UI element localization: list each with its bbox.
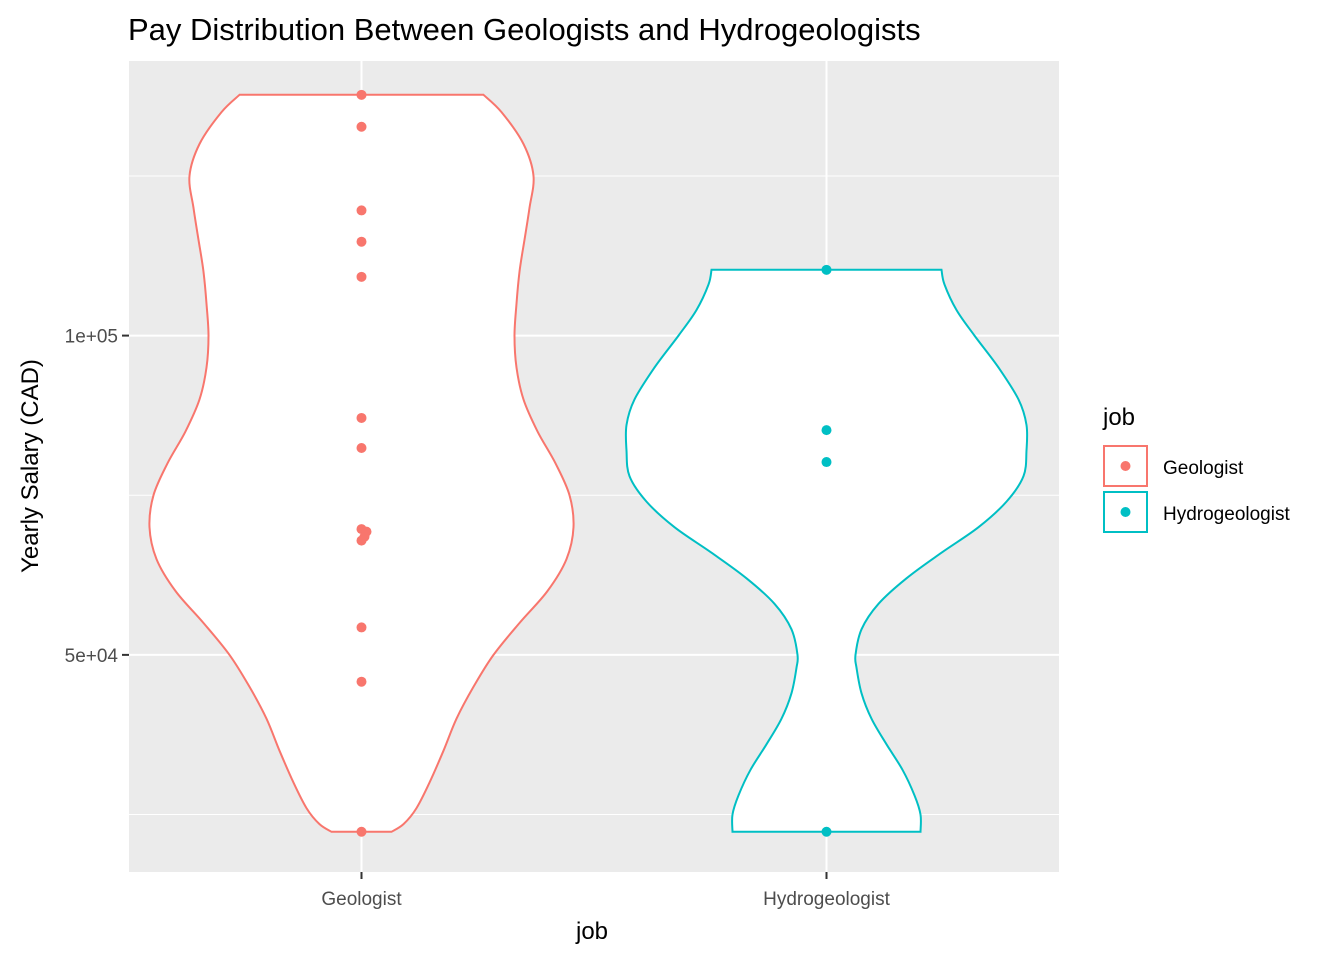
- legend-label: Hydrogeologist: [1163, 504, 1290, 525]
- chart-title: Pay Distribution Between Geologists and …: [128, 12, 921, 47]
- data-point: [821, 425, 832, 436]
- y-tick-label: 5e+04: [65, 646, 119, 667]
- y-axis-title: Yearly Salary (CAD): [17, 359, 44, 573]
- x-tick-label: Geologist: [321, 889, 402, 910]
- y-tick-label: 1e+05: [65, 327, 118, 348]
- data-point: [356, 442, 367, 453]
- data-point: [356, 205, 367, 216]
- data-point: [356, 535, 367, 546]
- legend: job Geologist Hydrogeologist: [1102, 404, 1290, 533]
- violin-hydrogeologist: [624, 268, 1029, 833]
- violins: [148, 93, 1029, 833]
- data-point: [356, 622, 367, 633]
- data-point: [821, 457, 832, 468]
- legend-label: Geologist: [1163, 458, 1244, 479]
- data-point: [821, 264, 832, 275]
- legend-point: [1120, 507, 1131, 517]
- x-axis: Geologist Hydrogeologist: [321, 872, 891, 910]
- data-point: [356, 236, 367, 247]
- violin-geologist: [148, 93, 575, 833]
- data-points: [356, 89, 832, 837]
- data-point: [356, 826, 367, 837]
- data-point: [356, 271, 367, 282]
- data-point: [356, 121, 367, 132]
- data-point: [356, 412, 367, 423]
- data-point: [356, 676, 367, 687]
- data-point: [821, 826, 832, 837]
- x-tick-label: Hydrogeologist: [763, 889, 890, 910]
- legend-title: job: [1102, 404, 1135, 431]
- legend-point: [1120, 461, 1131, 471]
- data-point: [356, 89, 367, 100]
- x-axis-title: job: [575, 918, 608, 945]
- legend-entries: Geologist Hydrogeologist: [1103, 445, 1290, 533]
- y-axis: 5e+04 1e+05: [65, 327, 129, 667]
